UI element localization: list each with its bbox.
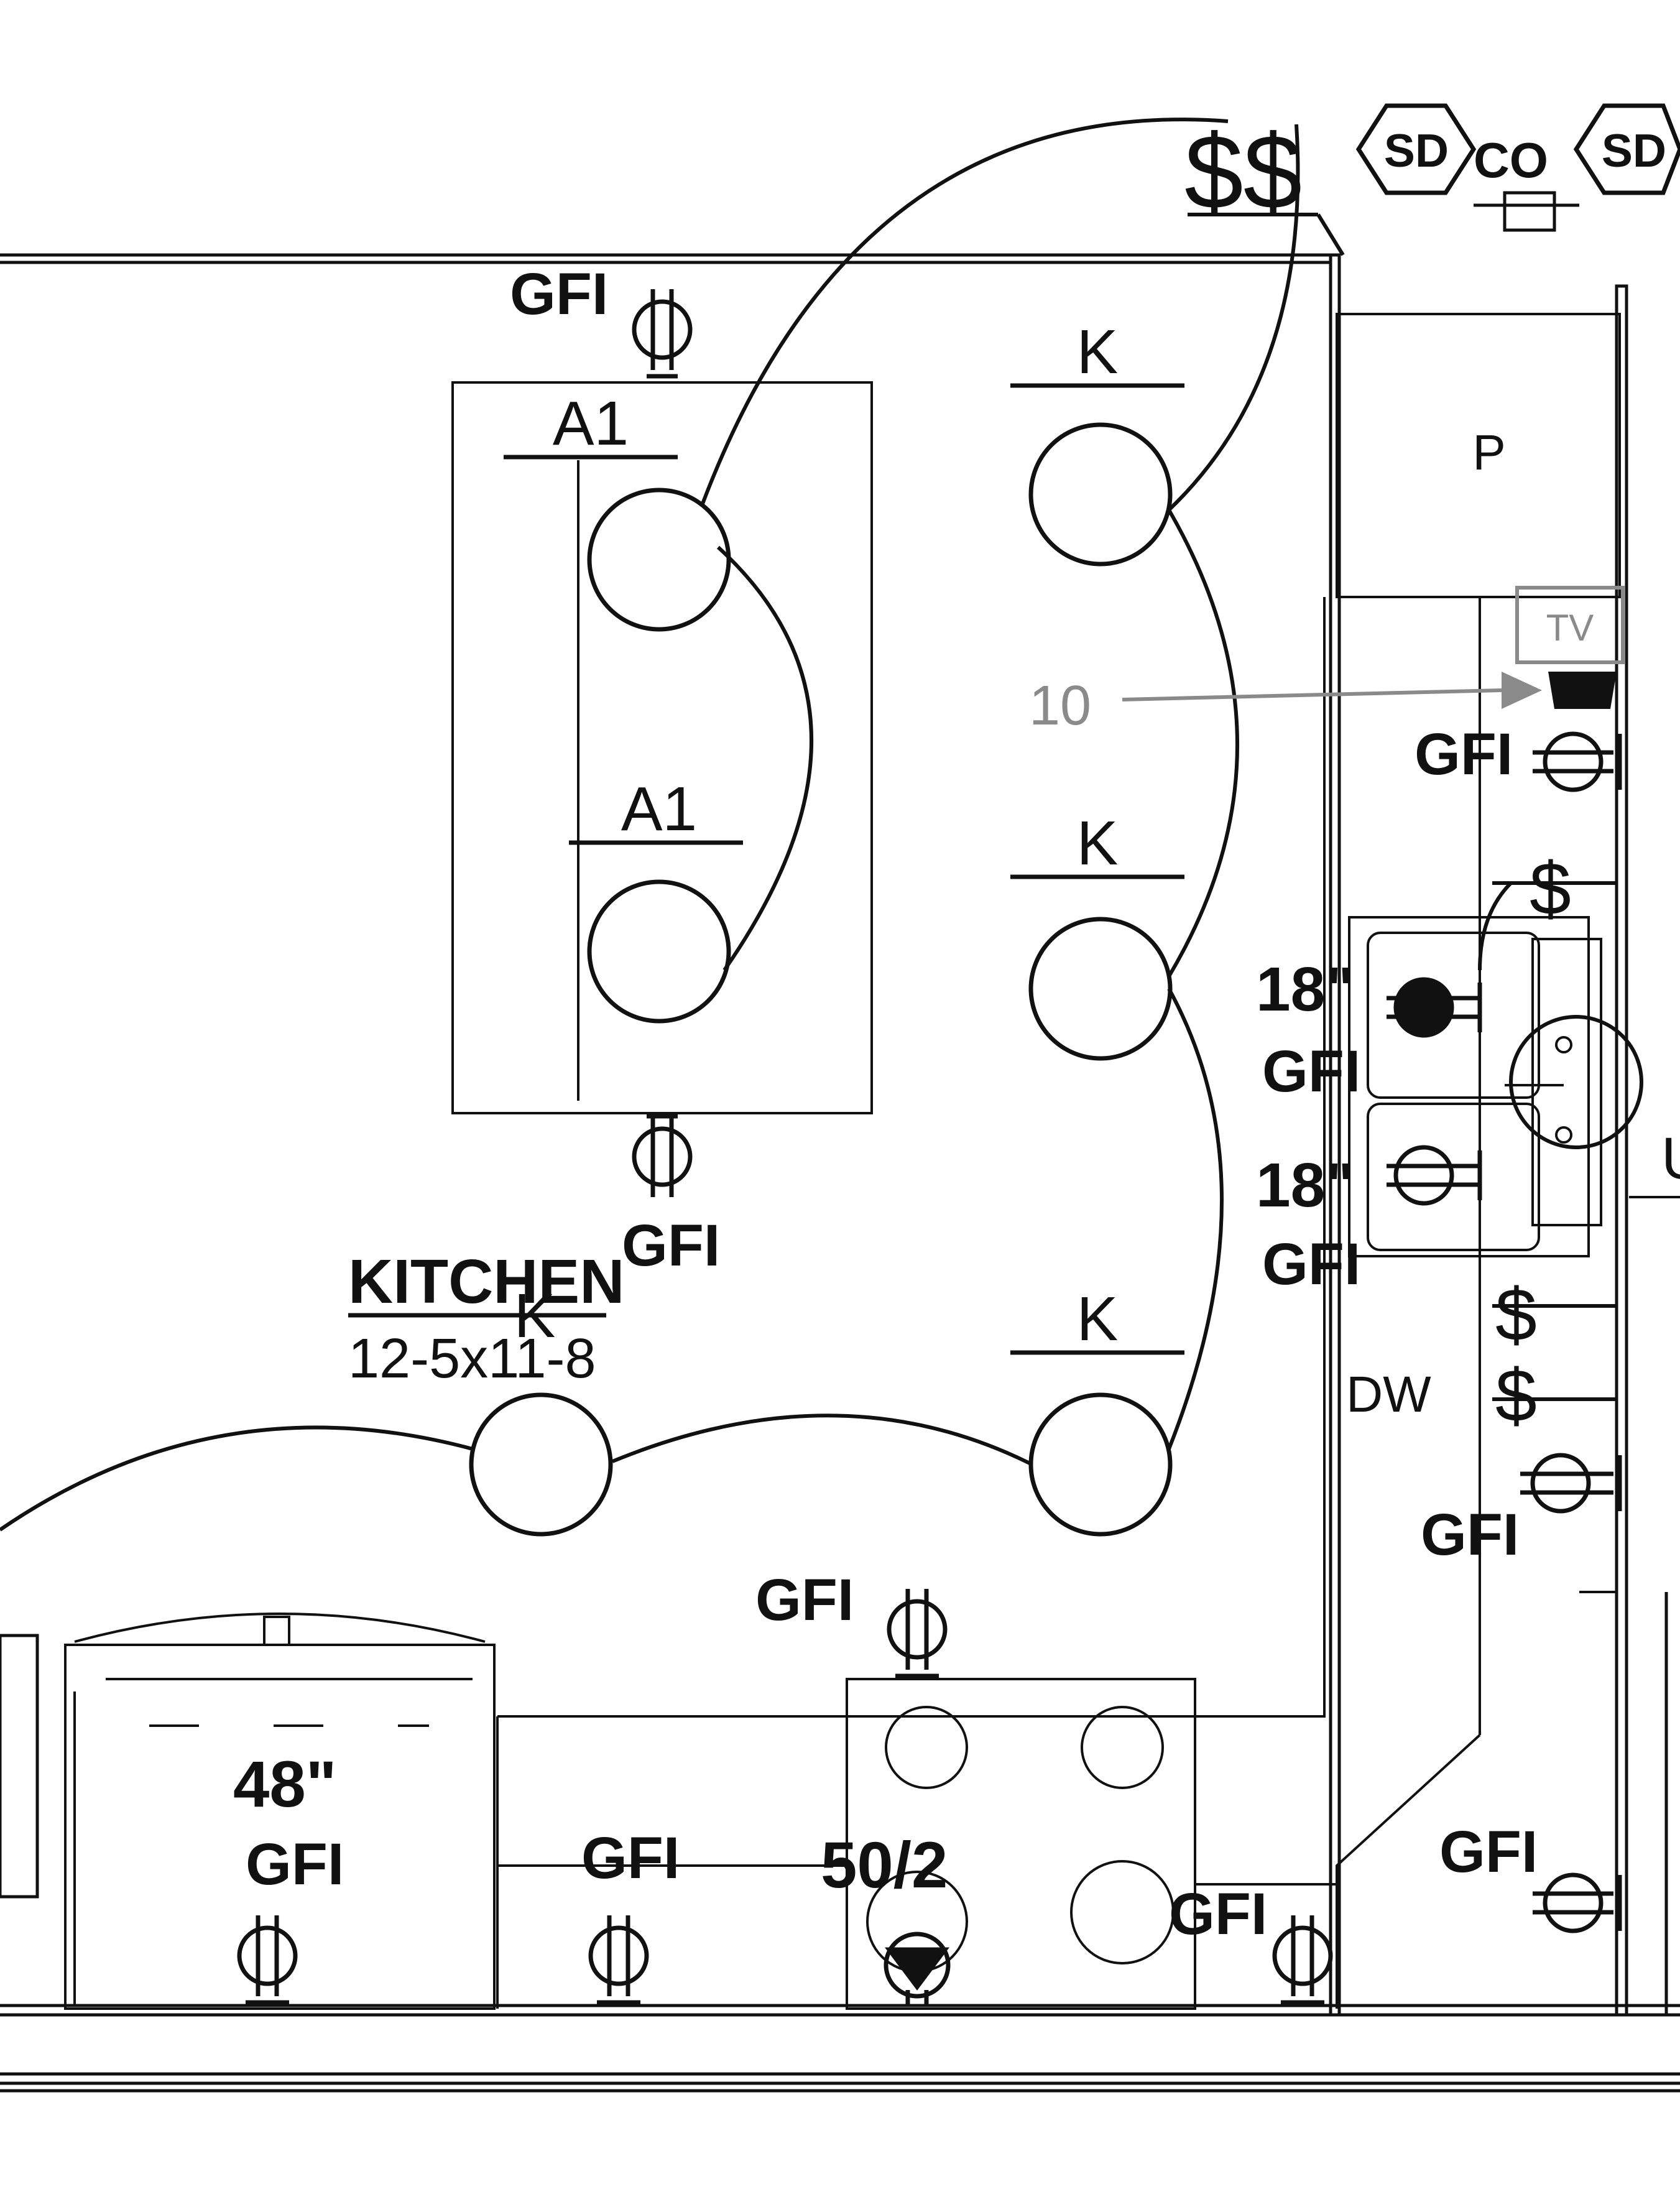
fixture-label-k-2: K — [1077, 808, 1119, 878]
tv-annotation — [1122, 586, 1625, 709]
receptacle-corner — [1533, 1872, 1622, 1933]
gfi-label-counter-left: GFI — [581, 1825, 680, 1891]
fixture-label-a1-bottom: A1 — [621, 774, 697, 844]
smoke-detector-2 — [1573, 103, 1680, 195]
co-detector-label: CO — [1474, 132, 1548, 188]
fixture-k-3 — [1028, 1392, 1173, 1537]
top-switches — [1188, 213, 1345, 256]
right-counter — [497, 313, 1621, 2009]
lower-cabinets — [64, 1613, 1337, 2010]
receptacles — [237, 289, 1622, 2006]
gfi-label-right-upper: GFI — [1415, 721, 1513, 787]
sink-switches — [1478, 881, 1617, 1401]
receptacle-island-bottom — [632, 1114, 693, 1197]
receptacle-sink-1 — [1387, 977, 1482, 1038]
gfi-label-island-top: GFI — [510, 261, 608, 327]
fixture-label-k-4: K — [514, 1281, 556, 1351]
fixture-label-lines — [348, 383, 1184, 1355]
gfi-label-range-top: GFI — [755, 1567, 854, 1633]
pantry-label: P — [1472, 425, 1505, 480]
smoke-detector-1-label: SD — [1384, 124, 1449, 177]
room-dimensions: 12-5x11-8 — [348, 1328, 596, 1390]
sink-switch-3: $ — [1495, 1354, 1537, 1437]
receptacle-counter-left — [588, 1915, 649, 2005]
fridge-height: 48" — [233, 1748, 337, 1821]
sink-switch-1: $ — [1530, 847, 1571, 930]
room-name: KITCHEN — [348, 1247, 624, 1317]
gfi-label-sink-2: GFI — [1262, 1231, 1360, 1297]
fixture-k-4 — [469, 1392, 613, 1537]
gfi-label-corner: GFI — [1439, 1819, 1538, 1885]
receptacle-range-top — [887, 1589, 948, 1678]
fixture-label-a1-top: A1 — [553, 389, 629, 458]
circuit-wiring — [0, 118, 1300, 1532]
gfi-label-right-lower: GFI — [1421, 1502, 1519, 1568]
fixture-k-1 — [1028, 422, 1173, 567]
gfi-label-island-bottom: GFI — [622, 1213, 720, 1279]
receptacle-island-top — [632, 289, 693, 379]
receptacle-right-lower — [1520, 1453, 1622, 1514]
dishwasher-label: DW — [1346, 1366, 1431, 1423]
partial-label-u: U — [1661, 1126, 1680, 1192]
gfi-label-fridge: GFI — [246, 1831, 344, 1897]
fixture-label-k-3: K — [1077, 1284, 1119, 1354]
fixture-island-2 — [587, 879, 731, 1024]
gfi-label-sink-1: GFI — [1262, 1039, 1360, 1104]
island — [451, 381, 873, 1114]
smoke-detector-2-label: SD — [1602, 124, 1666, 177]
sink-1-height: 18" — [1256, 955, 1355, 1024]
callout-number: 10 — [1029, 675, 1091, 737]
receptacle-right-upper — [1533, 731, 1622, 792]
range — [846, 1678, 1196, 2010]
receptacle-sink-2 — [1387, 1145, 1482, 1206]
receptacle-fridge — [237, 1915, 298, 2005]
tv-label: TV — [1546, 607, 1594, 649]
switch-pair: $$ — [1184, 113, 1302, 231]
room-label: KITCHEN 12-5x11-8 — [348, 1247, 624, 1390]
fixture-island-1 — [587, 488, 731, 632]
receptacle-counter-right — [1272, 1915, 1333, 2005]
co-detector — [1474, 191, 1579, 232]
sink-2-height: 18" — [1256, 1150, 1355, 1220]
receptacle-range — [866, 1871, 968, 2006]
gfi-label-counter-right: GFI — [1169, 1881, 1267, 1947]
sink-switch-2: $ — [1495, 1273, 1537, 1356]
fixture-label-k-1: K — [1077, 317, 1119, 387]
fixture-k-2 — [1028, 917, 1173, 1061]
smoke-detector-1 — [1355, 103, 1477, 195]
sink — [1348, 916, 1680, 1257]
walls — [0, 253, 1680, 2093]
